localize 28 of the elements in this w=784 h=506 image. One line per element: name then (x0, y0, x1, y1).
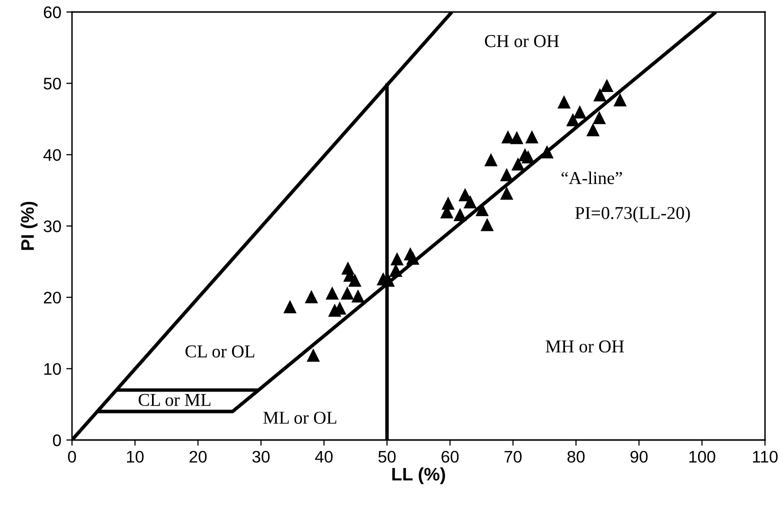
y-tick-label: 10 (44, 363, 61, 375)
y-tick-label: 0 (52, 434, 61, 446)
x-tick-label: 80 (567, 450, 585, 463)
x-tick-label: 50 (378, 450, 396, 463)
y-tick-label: 60 (44, 6, 61, 18)
annotation: CL or OL (186, 345, 254, 358)
x-tick-label: 10 (127, 450, 144, 463)
y-tick-label: 20 (44, 292, 61, 304)
x-tick-label: 110 (752, 450, 778, 463)
annotation: MH or OH (546, 340, 624, 352)
x-axis-title: LL (%) (392, 467, 446, 484)
y-tick-label: 50 (44, 78, 61, 90)
y-tick-label: 40 (43, 149, 61, 161)
x-tick-label: 70 (504, 450, 522, 463)
x-tick-label: 100 (689, 450, 716, 463)
x-tick-label: 60 (442, 450, 459, 463)
y-tick-label: 30 (44, 220, 61, 232)
annotation: ML or OL (263, 412, 336, 424)
annotation: CH or OH (484, 35, 559, 48)
x-tick-label: 40 (315, 450, 333, 463)
x-tick-label: 90 (630, 450, 648, 463)
y-axis-title: PI (%) (20, 202, 38, 250)
x-tick-label: 0 (68, 450, 76, 463)
x-tick-label: 30 (252, 450, 270, 463)
annotation: CL or ML (138, 394, 210, 406)
annotation: “A-line” (562, 171, 622, 184)
annotation: PI=0.73(LL-20) (575, 206, 690, 223)
x-tick-label: 20 (190, 450, 207, 463)
